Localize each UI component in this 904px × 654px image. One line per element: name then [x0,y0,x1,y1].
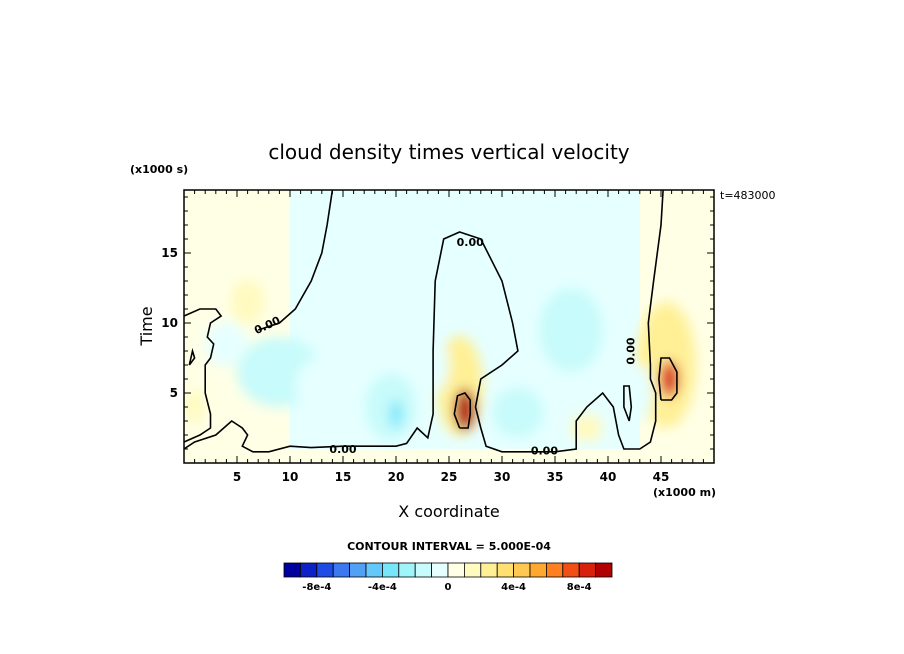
zero-contour-4 [188,347,196,366]
colorbar-swatch [283,562,301,578]
colorbar-swatch [365,562,383,578]
x-tick-label: 15 [335,470,352,484]
downdraft-43km [627,365,653,421]
downdraft-13km [295,358,349,414]
downdraft-20km-core [389,400,403,428]
plot-area [184,190,714,463]
colorbar-tick-label: 4e-4 [501,582,526,593]
y-tick-label: 15 [161,246,178,260]
x-tick-label: 35 [547,470,564,484]
x-tick-label: 30 [494,470,511,484]
contour-interval-text: CONTOUR INTERVAL = 5.000E-04 [347,540,551,553]
colorbar [283,562,613,578]
x-axis-label: X coordinate [398,502,499,521]
colorbar-swatch [381,562,400,578]
colorbar-labels: -8e-4 -4e-4 0 4e-4 8e-4 [302,582,591,593]
zero-contour-0 [184,190,664,453]
colorbar-tick-label: -4e-4 [368,582,397,593]
colorbar-swatch [496,562,515,578]
core-contour-0 [453,392,471,429]
contour-layer [184,190,678,453]
y-tick-label: 10 [161,316,178,330]
contour-label-4: 0.00 [625,337,638,364]
updraft-6km [230,279,265,325]
x-tick-label: 45 [653,470,670,484]
updraft-38km [570,414,603,442]
colorbar-swatch [414,562,433,578]
x-unit-label: (x1000 m) [653,486,716,499]
colorbar-tick-label: 0 [445,582,452,593]
colorbar-swatch [480,562,498,578]
colorbar-swatch [349,562,367,578]
time-stamp: t=483000 [720,189,776,202]
colorbar-swatch [463,562,482,578]
zero-contour-1 [184,308,223,443]
colorbar-swatch [332,562,351,578]
x-tick-label: 5 [233,470,241,484]
colorbar-swatch [562,562,580,578]
colorbar-swatch [595,562,613,578]
y-unit-label: (x1000 s) [130,163,188,176]
contour-label-2: 0.00 [329,443,356,456]
colorbar-swatch [299,562,318,578]
colorbar-swatch [546,562,564,578]
contour-label-0: 0.00 [457,236,484,249]
core-contour-1 [658,357,678,401]
colorbar-swatch [513,562,531,578]
x-tick-label: 10 [282,470,299,484]
y-axis-label: Time [137,306,156,346]
y-tick-label: 5 [170,386,178,400]
zero-contour-2 [257,190,334,331]
colorbar-swatch [398,562,416,578]
contour-label-3: 0.00 [531,445,558,458]
feature-layer [184,279,696,442]
downdraft-31km [492,387,544,438]
colorbar-tick-label: -8e-4 [302,582,331,593]
colorbar-swatch [447,562,465,578]
colorbar-swatch [578,562,597,578]
colorbar-tick-label: 8e-4 [567,582,592,593]
colorbar-swatch [529,562,547,578]
zero-contour-3 [623,385,633,422]
axis-ticks: 5 10 15 20 25 30 35 40 45 5 10 15 [161,190,714,484]
downdraft-4km [205,321,248,367]
colorbar-swatch [431,562,449,578]
updraft-1km [184,390,206,424]
x-tick-label: 20 [388,470,405,484]
chart-title: cloud density times vertical velocity [268,140,629,164]
downdraft-36km [539,288,603,372]
updraft-45km [659,360,680,398]
colorbar-swatch [316,562,334,578]
x-tick-label: 40 [600,470,617,484]
x-tick-label: 25 [441,470,458,484]
